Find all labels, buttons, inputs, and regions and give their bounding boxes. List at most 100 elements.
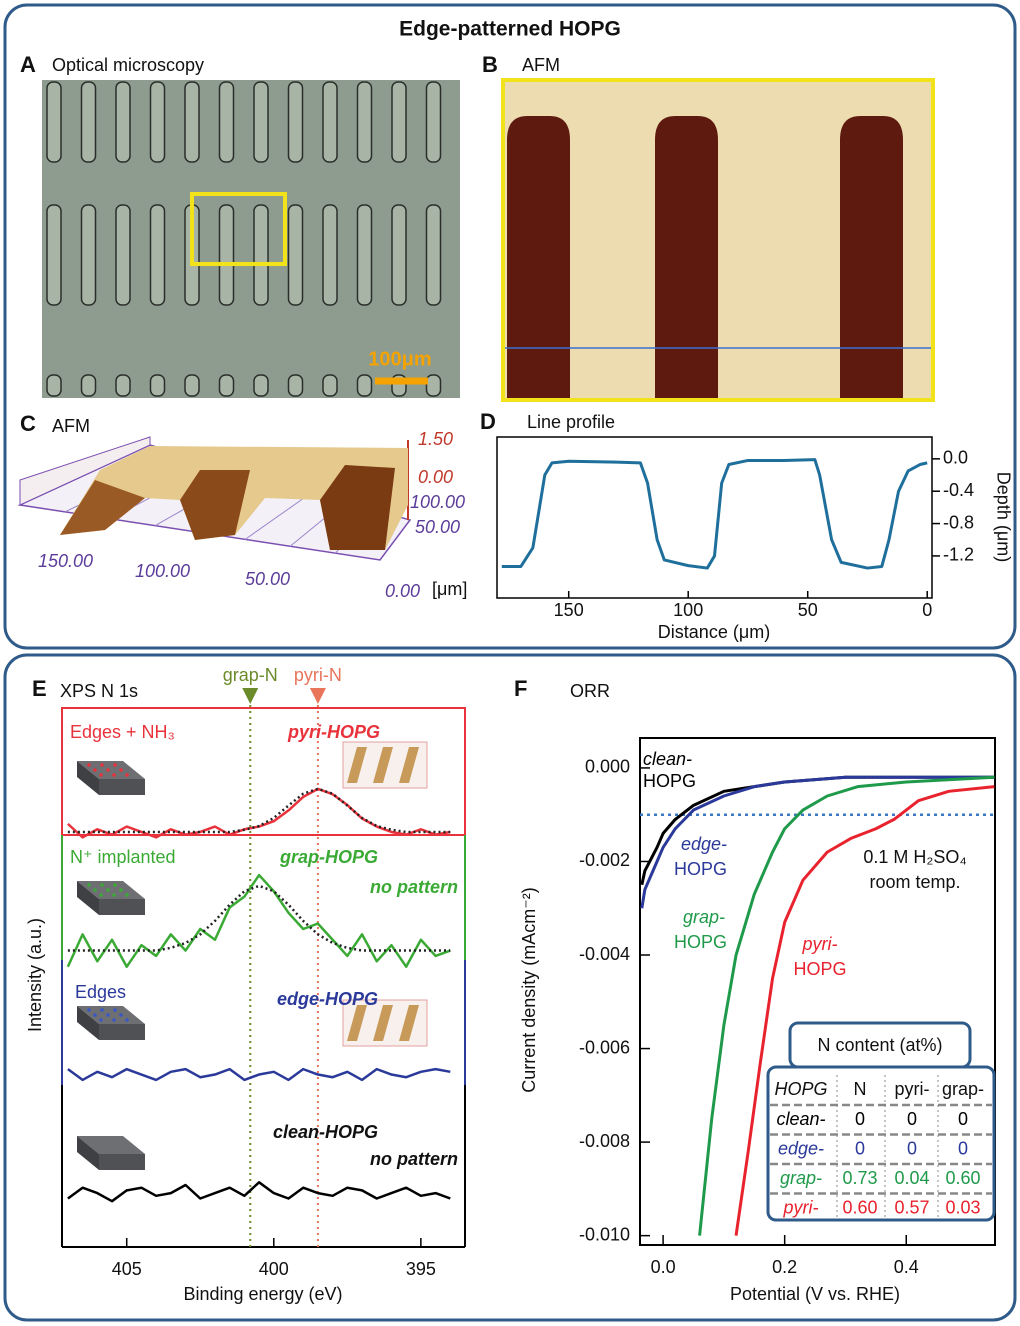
series-label: HOPG xyxy=(674,859,727,879)
slot xyxy=(287,204,304,306)
image-background xyxy=(42,80,460,398)
slot xyxy=(115,204,131,306)
slot xyxy=(149,81,166,163)
y-tick-label: -1.2 xyxy=(943,545,974,565)
slot xyxy=(80,81,97,163)
panel-letter: A xyxy=(20,52,36,77)
data-line xyxy=(67,787,451,834)
table-cell: grap- xyxy=(780,1168,822,1188)
slot xyxy=(425,204,442,306)
table-cell: 0 xyxy=(855,1138,865,1158)
dot xyxy=(87,763,91,767)
x-tick-label: 50 xyxy=(798,600,818,620)
dot xyxy=(106,888,110,892)
table-cell: clean- xyxy=(776,1109,825,1129)
series-label: clean- xyxy=(643,749,692,769)
y-tick-label: -0.4 xyxy=(943,480,974,500)
y-tick-label: 0.000 xyxy=(585,757,630,777)
thumb-ridge xyxy=(399,747,419,783)
dot xyxy=(119,768,123,772)
panel-title: ORR xyxy=(570,681,610,701)
table-cell: 0 xyxy=(958,1109,968,1129)
annotation: N⁺ implanted xyxy=(70,847,176,867)
trench xyxy=(320,465,395,550)
slot xyxy=(149,204,166,306)
dot xyxy=(106,768,110,772)
sample-side xyxy=(77,881,99,915)
table-cell: 0.60 xyxy=(945,1168,980,1188)
dot xyxy=(125,773,129,777)
x-tick-label: 0 xyxy=(922,600,932,620)
dot xyxy=(93,888,97,892)
slot xyxy=(46,81,62,163)
panel-title: AFM xyxy=(52,416,90,436)
trench xyxy=(840,116,903,400)
x-axis-label: Binding energy (eV) xyxy=(183,1284,342,1304)
slot xyxy=(218,204,235,306)
slot xyxy=(46,204,62,306)
thumb-ridge xyxy=(373,1005,393,1041)
slot xyxy=(356,81,373,163)
afm-3d: 1.50 0.00 100.00 50.00 150.00 100.00 50.00 0.00… xyxy=(17,429,467,601)
x-label: 0.00 xyxy=(385,581,420,601)
dot xyxy=(106,1013,110,1017)
dot xyxy=(125,1018,129,1022)
data-line xyxy=(501,458,928,570)
dot xyxy=(93,768,97,772)
reference-marker xyxy=(242,688,259,704)
slot xyxy=(322,81,338,163)
slot xyxy=(391,204,407,306)
dot xyxy=(99,893,103,897)
series-label: HOPG xyxy=(674,932,727,952)
thumb-ridge xyxy=(347,747,367,783)
annotation: pyri-HOPG xyxy=(287,722,380,742)
slot xyxy=(80,374,97,397)
data-line xyxy=(66,873,451,968)
table-title: N content (at%) xyxy=(817,1035,942,1055)
y-label: 100.00 xyxy=(410,492,465,512)
plot-frame xyxy=(639,737,996,1246)
panel-title: XPS N 1s xyxy=(60,681,138,701)
data-line xyxy=(67,1067,451,1082)
dot xyxy=(113,763,117,767)
annotation: 0.1 M H₂SO₄ xyxy=(863,847,966,867)
series-label: grap- xyxy=(683,907,725,927)
panel-letter: B xyxy=(482,52,498,77)
annotation: room temp. xyxy=(869,872,960,892)
slot xyxy=(253,204,269,306)
dot xyxy=(112,773,116,777)
table-cell: pyri- xyxy=(783,1197,819,1217)
y-tick-label: -0.010 xyxy=(579,1224,630,1244)
table-cell: 0.57 xyxy=(894,1197,929,1217)
x-tick-label: 150 xyxy=(554,600,584,620)
x-tick-label: 0.4 xyxy=(894,1257,919,1277)
z-label: 0.00 xyxy=(418,467,453,487)
table-header: HOPG xyxy=(774,1079,827,1099)
y-label: 50.00 xyxy=(415,517,460,537)
reference-label: grap-N xyxy=(223,665,278,685)
dot xyxy=(112,1018,116,1022)
x-axis-label: Distance (μm) xyxy=(658,622,770,642)
slot xyxy=(184,81,200,163)
y-tick-label: 0.0 xyxy=(943,448,968,468)
slot xyxy=(46,374,62,397)
y-tick-label: -0.8 xyxy=(943,512,974,532)
dot xyxy=(100,1008,104,1012)
slot xyxy=(356,374,373,397)
top-frame xyxy=(3,3,1017,650)
table-cell: edge- xyxy=(778,1138,824,1158)
sample-side xyxy=(77,761,99,795)
grid xyxy=(244,491,313,540)
slot xyxy=(356,204,373,306)
dot xyxy=(100,763,104,767)
data-line xyxy=(734,785,995,1236)
scale-label: 100μm xyxy=(368,348,431,370)
x-tick-label: 405 xyxy=(112,1259,142,1279)
table-cell: 0.03 xyxy=(945,1197,980,1217)
slot xyxy=(287,374,304,397)
panel-title: Line profile xyxy=(527,412,615,432)
y-tick-label: -0.008 xyxy=(579,1131,630,1151)
dot xyxy=(125,893,129,897)
data-line xyxy=(698,775,995,1236)
